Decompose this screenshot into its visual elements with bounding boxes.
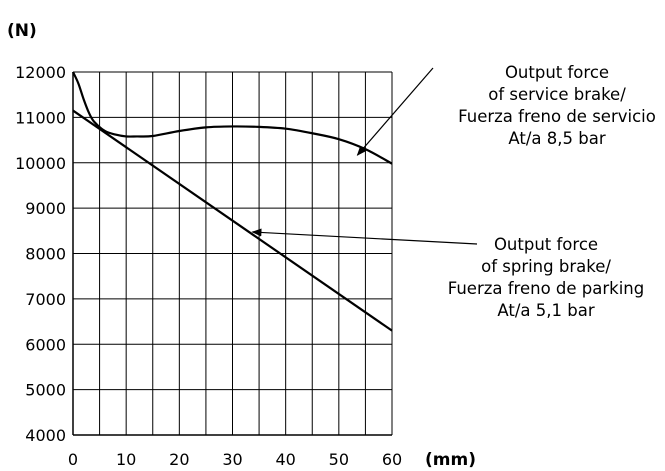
y-tick-label: 12000 <box>15 63 66 82</box>
x-tick-label: 0 <box>68 450 78 469</box>
tick-labels: 0 10 20 30 40 50 60 4000 5000 6000 7000 8000 9000 100… <box>15 63 402 469</box>
annotation-text-line: Fuerza freno de servicio <box>458 107 656 126</box>
annotation-arrow <box>251 228 478 245</box>
y-tick-label: 11000 <box>15 108 66 127</box>
series-line-spring <box>72 109 393 332</box>
annotation-arrow <box>356 67 434 156</box>
y-tick-label: 10000 <box>15 154 66 173</box>
y-tick-label: 9000 <box>25 199 66 218</box>
y-tick-label: 6000 <box>25 335 66 354</box>
x-tick-label: 10 <box>116 450 136 469</box>
annotation-spring-label: Output force of spring brake/Fuerza freno… <box>251 228 645 320</box>
y-tick-label: 5000 <box>25 381 66 400</box>
series-lines <box>72 71 393 332</box>
annotation-text-line: of service brake/ <box>488 85 626 104</box>
x-tick-label: 20 <box>169 450 189 469</box>
x-tick-label: 60 <box>382 450 402 469</box>
x-unit-label: (mm) <box>425 450 476 470</box>
annotation-text-line: At/a 8,5 bar <box>508 129 605 148</box>
y-unit-label: (N) <box>7 21 37 41</box>
annotations: Output force of service brake/Fuerza fren… <box>251 63 656 320</box>
x-tick-label: 50 <box>329 450 349 469</box>
annotation-text-line: At/a 5,1 bar <box>497 301 594 320</box>
x-tick-label: 40 <box>275 450 295 469</box>
series-line-service <box>72 71 393 165</box>
annotation-text-line: Fuerza freno de parking <box>448 279 645 298</box>
annotation-text-line: Output force <box>505 63 609 82</box>
x-tick-label: 30 <box>222 450 242 469</box>
y-tick-label: 4000 <box>25 426 66 445</box>
annotation-text-line: of spring brake/ <box>481 257 611 276</box>
y-tick-label: 8000 <box>25 245 66 264</box>
annotation-text-line: Output force <box>494 235 598 254</box>
annotation-service-label: Output force of service brake/Fuerza fren… <box>356 63 656 156</box>
axes <box>72 72 392 436</box>
y-tick-label: 7000 <box>25 290 66 309</box>
